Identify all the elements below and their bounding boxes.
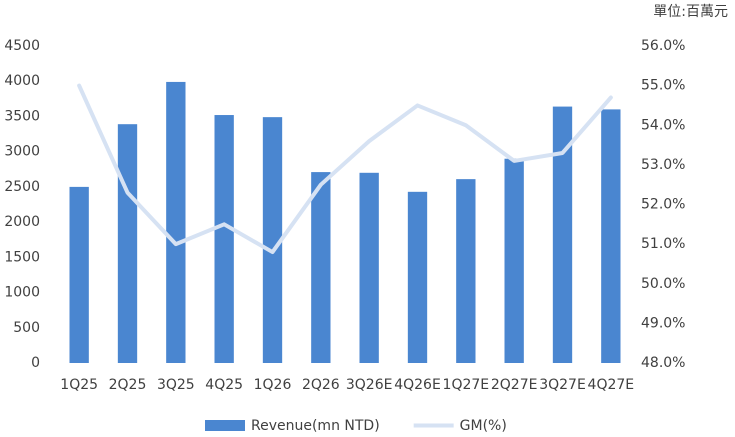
bar <box>214 115 234 363</box>
x-tick-label: 3Q26E <box>346 377 393 393</box>
x-tick-label: 1Q25 <box>60 377 98 393</box>
x-tick-label: 1Q26 <box>254 377 292 393</box>
y-tick-label: 3500 <box>4 108 40 124</box>
x-tick-label: 3Q27E <box>539 377 586 393</box>
bar <box>166 81 186 363</box>
legend-label: GM(%) <box>460 418 507 434</box>
bar <box>601 109 621 364</box>
y-tick-label: 2000 <box>4 214 40 230</box>
y-tick-label: 2500 <box>4 179 40 195</box>
bar <box>117 124 138 364</box>
y2-tick-label: 51.0% <box>641 236 685 252</box>
bar <box>359 172 379 363</box>
y2-tick-label: 50.0% <box>641 276 685 292</box>
y-tick-label: 1000 <box>4 285 40 301</box>
x-tick-label: 4Q25 <box>205 377 243 393</box>
x-tick-label: 2Q25 <box>109 377 147 393</box>
bar <box>552 106 573 364</box>
x-tick-label: 2Q27E <box>491 377 538 393</box>
bar <box>407 191 428 363</box>
y2-tick-label: 52.0% <box>641 197 685 213</box>
x-tick-label: 4Q26E <box>394 377 441 393</box>
y2-tick-label: 56.0% <box>641 38 685 54</box>
x-tick-label: 3Q25 <box>157 377 195 393</box>
bar <box>456 179 476 363</box>
y2-tick-label: 49.0% <box>641 315 685 331</box>
bar <box>69 186 89 363</box>
y2-tick-label: 54.0% <box>641 117 685 133</box>
y-tick-label: 3000 <box>4 144 40 160</box>
y2-tick-label: 55.0% <box>641 78 685 94</box>
legend-swatch <box>205 420 245 431</box>
y-tick-label: 4500 <box>4 38 40 54</box>
unit-annotation: 單位:百萬元 <box>653 4 728 20</box>
y-tick-label: 1500 <box>4 249 40 265</box>
legend-label: Revenue(mn NTD) <box>251 418 380 434</box>
x-tick-label: 2Q26 <box>302 377 340 393</box>
y-tick-label: 500 <box>13 320 40 336</box>
x-tick-label: 4Q27E <box>588 377 635 393</box>
bar <box>262 117 283 363</box>
y-tick-label: 4000 <box>4 73 40 89</box>
bar <box>504 158 524 363</box>
y-tick-label: 0 <box>31 355 40 371</box>
bar <box>311 172 331 363</box>
line <box>77 83 613 255</box>
y2-tick-label: 53.0% <box>641 157 685 173</box>
x-tick-label: 1Q27E <box>443 377 490 393</box>
y2-tick-label: 48.0% <box>641 355 685 371</box>
